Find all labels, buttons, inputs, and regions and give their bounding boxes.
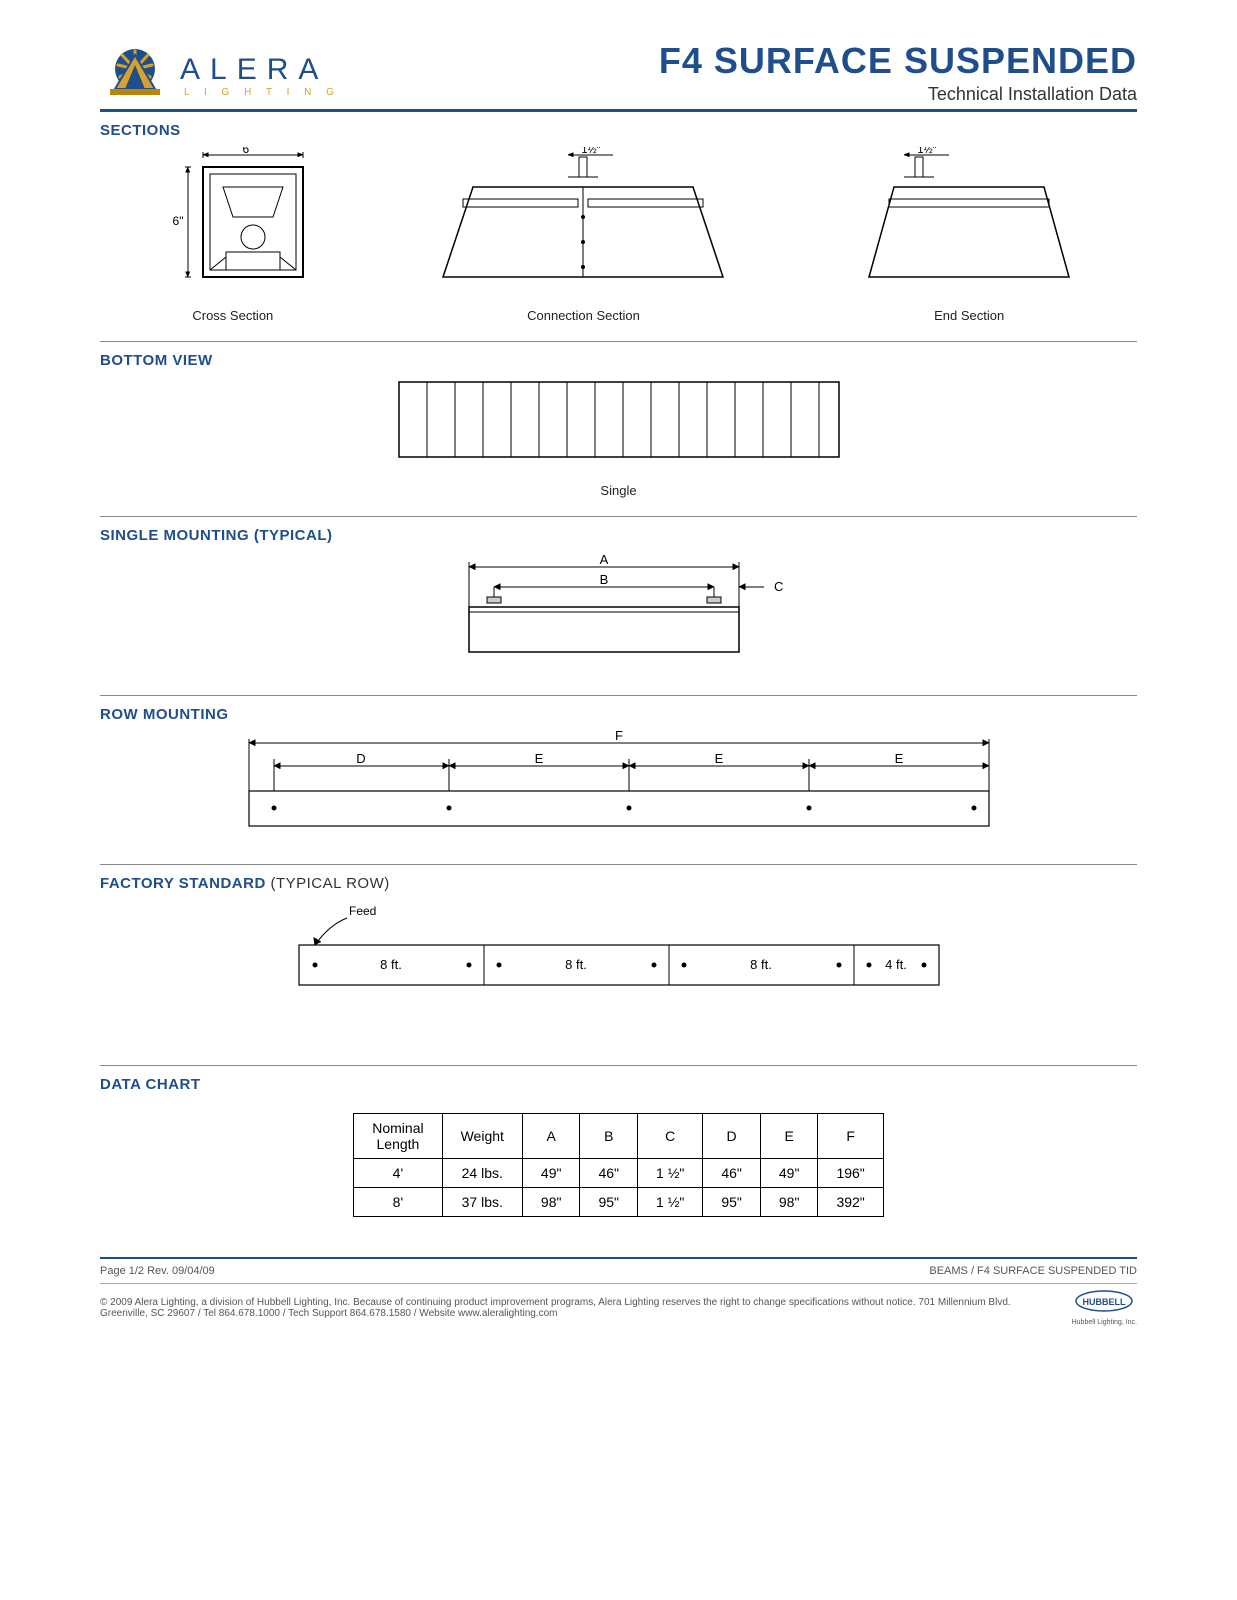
svg-text:E: E (534, 751, 543, 766)
cross-section-diagram: 6" 6" Cross Section (148, 147, 318, 323)
svg-text:8 ft.: 8 ft. (565, 957, 587, 972)
svg-text:E: E (894, 751, 903, 766)
svg-text:8 ft.: 8 ft. (380, 957, 402, 972)
product-subtitle: Technical Installation Data (659, 84, 1137, 105)
factory-std-heading: FACTORY STANDARD (TYPICAL ROW) (100, 875, 1137, 892)
single-mount-heading: SINGLE MOUNTING (TYPICAL) (100, 527, 1137, 544)
table-header: C (638, 1114, 703, 1159)
page-header: ALERA L I G H T I N G F4 SURFACE SUSPEND… (100, 40, 1137, 105)
svg-text:1½": 1½" (918, 147, 937, 156)
table-header: Weight (442, 1114, 522, 1159)
title-block: F4 SURFACE SUSPENDED Technical Installat… (659, 40, 1137, 105)
divider (100, 516, 1137, 517)
table-header: A (522, 1114, 580, 1159)
table-header: NominalLength (354, 1114, 442, 1159)
cross-section-caption: Cross Section (148, 308, 318, 323)
footer-right: BEAMS / F4 SURFACE SUSPENDED TID (929, 1265, 1137, 1277)
factory-std-diagram: Feed 8 ft. 8 ft. 8 ft. 4 ft. (100, 900, 1137, 1005)
divider (100, 695, 1137, 696)
svg-text:Feed: Feed (349, 904, 376, 918)
svg-text:6": 6" (242, 147, 253, 156)
svg-text:4 ft.: 4 ft. (885, 957, 907, 972)
data-chart-table: NominalLengthWeightABCDEF4'24 lbs.49"46"… (353, 1113, 884, 1217)
connection-section-caption: Connection Section (413, 308, 753, 323)
svg-text:B: B (599, 572, 608, 587)
end-section-caption: End Section (849, 308, 1089, 323)
end-section-diagram: 1½" End Section (849, 147, 1089, 323)
header-rule (100, 109, 1137, 112)
bottom-view-heading: BOTTOM VIEW (100, 352, 1137, 369)
brand-logo: ALERA L I G H T I N G (100, 45, 340, 105)
svg-text:A: A (599, 552, 608, 567)
svg-text:D: D (356, 751, 365, 766)
table-header: D (703, 1114, 761, 1159)
svg-text:C: C (774, 579, 783, 594)
sections-heading: SECTIONS (100, 122, 1137, 139)
divider (100, 341, 1137, 342)
alera-logo-icon (100, 45, 170, 105)
page-rev: Page 1/2 Rev. 09/04/09 (100, 1265, 215, 1277)
brand-name: ALERA (180, 53, 340, 87)
bottom-view-diagram: Single (100, 377, 1137, 498)
footer-legal: © 2009 Alera Lighting, a division of Hub… (100, 1283, 1137, 1326)
svg-text:HUBBELL: HUBBELL (1083, 1297, 1126, 1307)
row-mount-diagram: F D E E E (100, 731, 1137, 846)
footer-line: Page 1/2 Rev. 09/04/09 BEAMS / F4 SURFAC… (100, 1259, 1137, 1283)
table-row: 4'24 lbs.49"46"1 ½"46"49"196" (354, 1159, 884, 1188)
bottom-view-caption: Single (100, 483, 1137, 498)
svg-text:E: E (714, 751, 723, 766)
hubbell-logo: HUBBELL Hubbell Lighting, Inc. (1072, 1290, 1137, 1326)
svg-text:F: F (615, 731, 623, 743)
table-header: F (818, 1114, 883, 1159)
product-title: F4 SURFACE SUSPENDED (659, 40, 1137, 82)
legal-text: © 2009 Alera Lighting, a division of Hub… (100, 1297, 1052, 1319)
row-mount-heading: ROW MOUNTING (100, 706, 1137, 723)
brand-tagline: L I G H T I N G (184, 87, 340, 98)
table-header: E (760, 1114, 818, 1159)
svg-text:8 ft.: 8 ft. (750, 957, 772, 972)
table-header: B (580, 1114, 638, 1159)
single-mount-diagram: A B C (100, 552, 1137, 677)
divider (100, 1065, 1137, 1066)
connection-section-diagram: 1½" Connection Section (413, 147, 753, 323)
table-row: 8'37 lbs.98"95"1 ½"95"98"392" (354, 1188, 884, 1217)
divider (100, 864, 1137, 865)
data-chart-heading: DATA CHART (100, 1076, 1137, 1093)
svg-text:6": 6" (172, 214, 183, 228)
svg-text:1½": 1½" (582, 147, 601, 156)
sections-diagrams: 6" 6" Cross Section 1½" (100, 147, 1137, 323)
